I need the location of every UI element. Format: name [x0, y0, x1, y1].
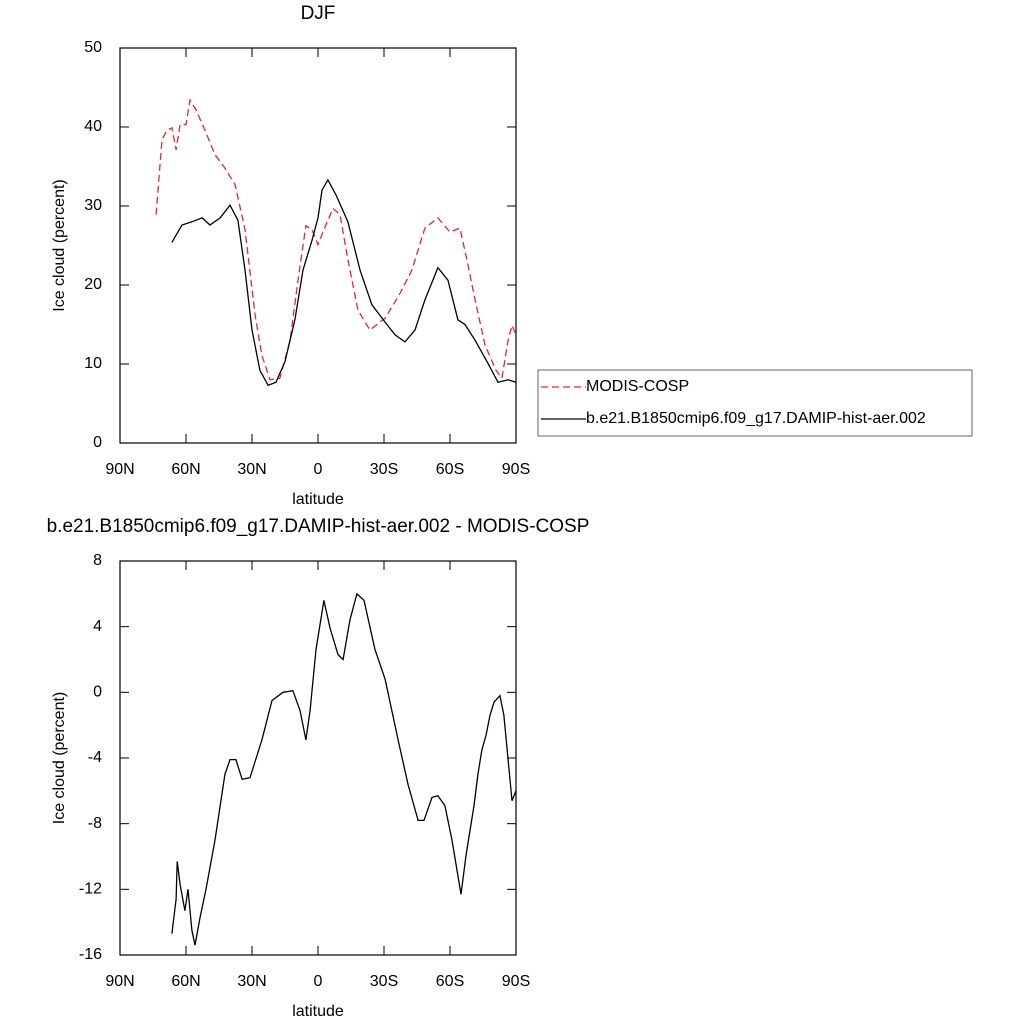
x-axis-label: latitude — [292, 491, 344, 508]
y-tick-label: 40 — [84, 118, 102, 135]
y-tick-label: -16 — [79, 946, 102, 963]
x-tick-label: 90N — [105, 461, 134, 478]
y-tick-label: -4 — [88, 749, 102, 766]
x-axis-label: latitude — [292, 1003, 344, 1020]
y-tick-label: 0 — [93, 684, 102, 701]
y-tick-label: 0 — [93, 434, 102, 451]
y-axis-label: Ice cloud (percent) — [51, 179, 68, 312]
x-tick-label: 30N — [237, 461, 266, 478]
x-tick-label: 60S — [436, 973, 464, 990]
x-tick-label: 60N — [171, 461, 200, 478]
y-axis-label: Ice cloud (percent) — [51, 692, 68, 825]
plot-frame — [119, 560, 517, 956]
x-tick-label: 90S — [502, 461, 530, 478]
x-tick-label: 90S — [502, 973, 530, 990]
y-tick-label: 50 — [84, 39, 102, 56]
chart-title: b.e21.B1850cmip6.f09_g17.DAMIP-hist-aer.… — [47, 516, 590, 537]
y-tick-label: 8 — [93, 552, 102, 569]
x-tick-label: 60S — [436, 461, 464, 478]
y-tick-label: 20 — [84, 276, 102, 293]
x-tick-label: 30N — [237, 973, 266, 990]
x-tick-label: 60N — [171, 973, 200, 990]
x-tick-label: 30S — [370, 973, 398, 990]
data-line — [171, 178, 517, 387]
x-tick-label: 30S — [370, 461, 398, 478]
y-tick-label: -8 — [88, 815, 102, 832]
y-tick-label: 4 — [93, 618, 102, 635]
y-tick-label: 10 — [84, 355, 102, 372]
legend-label: MODIS-COSP — [586, 378, 689, 395]
data-line — [155, 98, 517, 381]
legend-box — [537, 369, 973, 437]
y-tick-label: 30 — [84, 197, 102, 214]
x-tick-label: 0 — [314, 973, 323, 990]
x-tick-label: 0 — [314, 461, 323, 478]
x-tick-label: 90N — [105, 973, 134, 990]
data-line — [171, 592, 517, 946]
legend-label: b.e21.B1850cmip6.f09_g17.DAMIP-hist-aer.… — [586, 410, 926, 427]
y-tick-label: -12 — [79, 881, 102, 898]
chart-title: DJF — [301, 3, 336, 24]
